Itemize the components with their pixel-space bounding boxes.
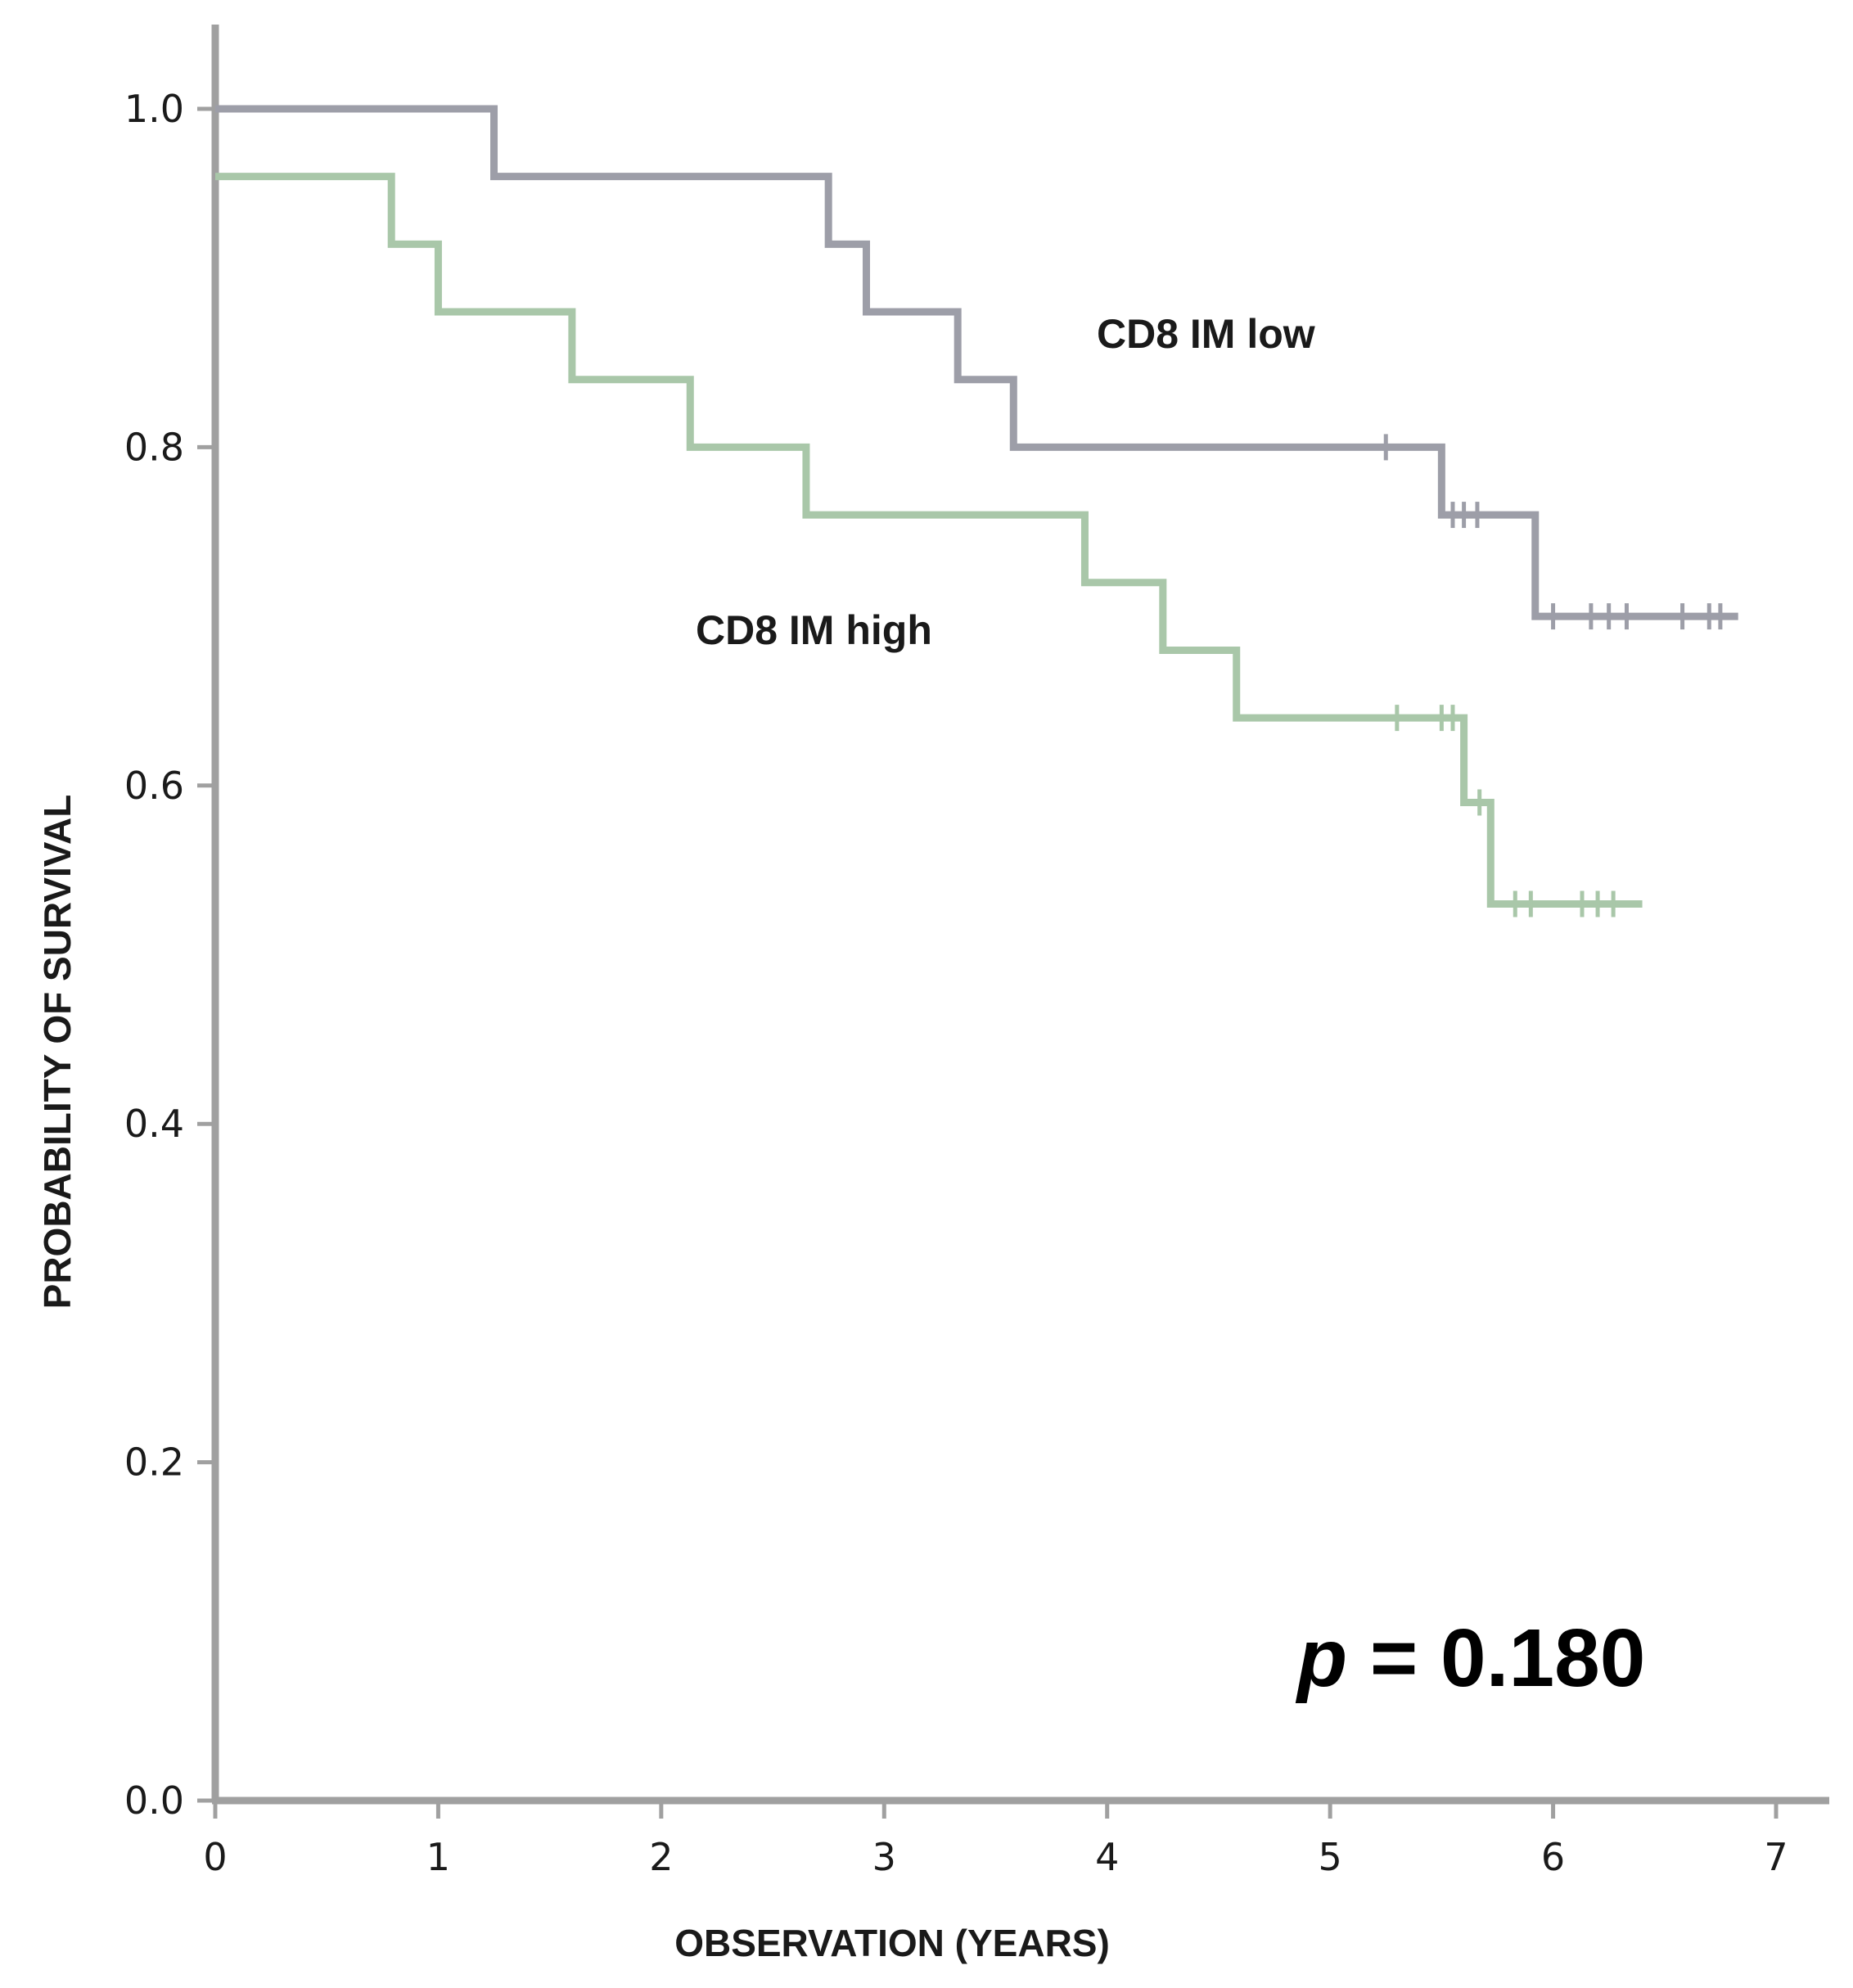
series-layer [215, 105, 1738, 917]
x-tick-label: 4 [1095, 1835, 1119, 1879]
x-tick-label: 7 [1764, 1835, 1788, 1879]
x-tick-label: 1 [426, 1835, 450, 1879]
p-value-text: = 0.180 [1347, 1612, 1645, 1704]
survival-curve-cd8-im-low [215, 105, 1738, 620]
survival-curve-cd8-im-high [215, 173, 1643, 908]
x-tick-label: 6 [1541, 1835, 1565, 1879]
axes: 0 1 2 3 4 5 6 7 0.0 0.2 0.4 0.6 0.8 1.0 [124, 25, 1829, 1879]
y-tick-label: 0.8 [124, 425, 184, 469]
x-axis-title: OBSERVATION (YEARS) [674, 1922, 1110, 1964]
y-tick-label: 0.6 [124, 764, 184, 808]
y-axis-title: PROBABILITY OF SURVIVAL [36, 795, 79, 1310]
x-tick-label: 2 [649, 1835, 673, 1879]
series-label-cd8-im-high: CD8 IM high [696, 607, 932, 653]
series-cd8-im-high [215, 173, 1643, 917]
x-tick-label: 5 [1319, 1835, 1342, 1879]
x-tick-label: 3 [872, 1835, 896, 1879]
p-value-symbol: p [1295, 1612, 1347, 1704]
series-label-cd8-im-low: CD8 IM low [1097, 311, 1315, 357]
y-tick-label: 1.0 [124, 87, 184, 131]
series-cd8-im-low [215, 105, 1738, 630]
y-tick-label: 0.2 [124, 1440, 184, 1485]
p-value-annotation: p = 0.180 [1295, 1612, 1645, 1704]
y-tick-label: 0.4 [124, 1102, 184, 1146]
x-tick-label: 0 [203, 1835, 227, 1879]
y-tick-label: 0.0 [124, 1778, 184, 1823]
